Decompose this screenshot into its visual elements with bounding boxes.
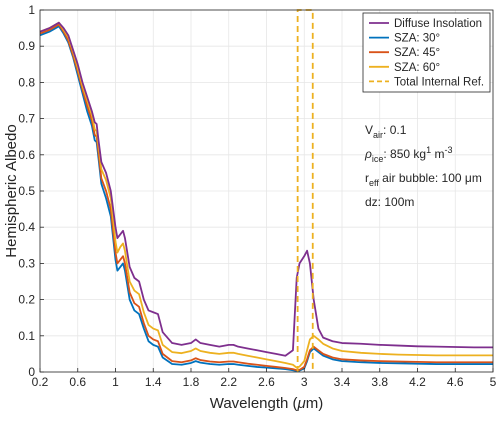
parameter-annotations: Vair: 0.1 ρice: 850 kg1 m-3 reff air bubbl… [364, 123, 482, 209]
parameter-annotation: ρice: 850 kg1 m-3 [364, 145, 452, 164]
y-tick-label: 1 [28, 3, 35, 17]
legend: Diffuse Insolation SZA: 30° SZA: 45° SZA: 6… [362, 12, 491, 93]
legend-label: SZA: 30° [394, 33, 440, 45]
x-tick-label: 1 [112, 375, 119, 389]
x-tick-label: 2.6 [258, 375, 275, 389]
parameter-annotation: dz: 100m [365, 195, 414, 209]
x-tick-label: 4.6 [447, 375, 464, 389]
legend-label: Total Internal Ref. [394, 76, 484, 88]
legend-label: SZA: 60° [394, 62, 440, 74]
reference-lines [296, 9, 314, 372]
x-tick-label: 5 [490, 375, 497, 389]
series-line-3 [39, 21, 493, 369]
y-tick-label: 0.6 [18, 148, 35, 162]
y-axis-title: Hemispheric Albedo [3, 124, 20, 257]
x-tick-label: 3.8 [371, 375, 388, 389]
y-tick-label: 0 [28, 365, 35, 379]
y-tick-label: 0.5 [18, 184, 35, 198]
parameter-annotation: reff air bubble: 100 μm [365, 171, 482, 188]
parameter-annotation: Vair: 0.1 [365, 123, 407, 140]
x-tick-label: 2.2 [220, 375, 237, 389]
y-tick-label: 0.1 [18, 329, 35, 343]
series-line-2 [39, 23, 493, 372]
x-tick-label: 3 [301, 375, 308, 389]
legend-label: SZA: 45° [394, 47, 440, 59]
series-line-0 [39, 21, 493, 357]
x-axis-title: Wavelength (μm) [210, 395, 324, 412]
y-tick-label: 0.9 [18, 39, 35, 53]
axis-ticks: 0.2 0.6 1 1.4 1.8 2.2 2.6 3 3.4 3.8 4.2 4.6 5 0 0.1 0.2… [18, 3, 496, 389]
series-line-1 [39, 25, 493, 372]
x-tick-label: 0.2 [32, 375, 49, 389]
x-tick-label: 1.4 [145, 375, 162, 389]
total-internal-reflection-line [296, 9, 314, 372]
y-tick-label: 0.3 [18, 256, 35, 270]
y-tick-label: 0.7 [18, 112, 35, 126]
x-tick-label: 4.2 [409, 375, 426, 389]
y-tick-label: 0.4 [18, 220, 35, 234]
legend-label: Diffuse Insolation [394, 18, 482, 30]
y-tick-label: 0.2 [18, 293, 35, 307]
x-tick-label: 3.4 [334, 375, 351, 389]
series-lines [39, 21, 493, 372]
y-tick-label: 0.8 [18, 75, 35, 89]
x-tick-label: 0.6 [69, 375, 86, 389]
x-tick-label: 1.8 [183, 375, 200, 389]
